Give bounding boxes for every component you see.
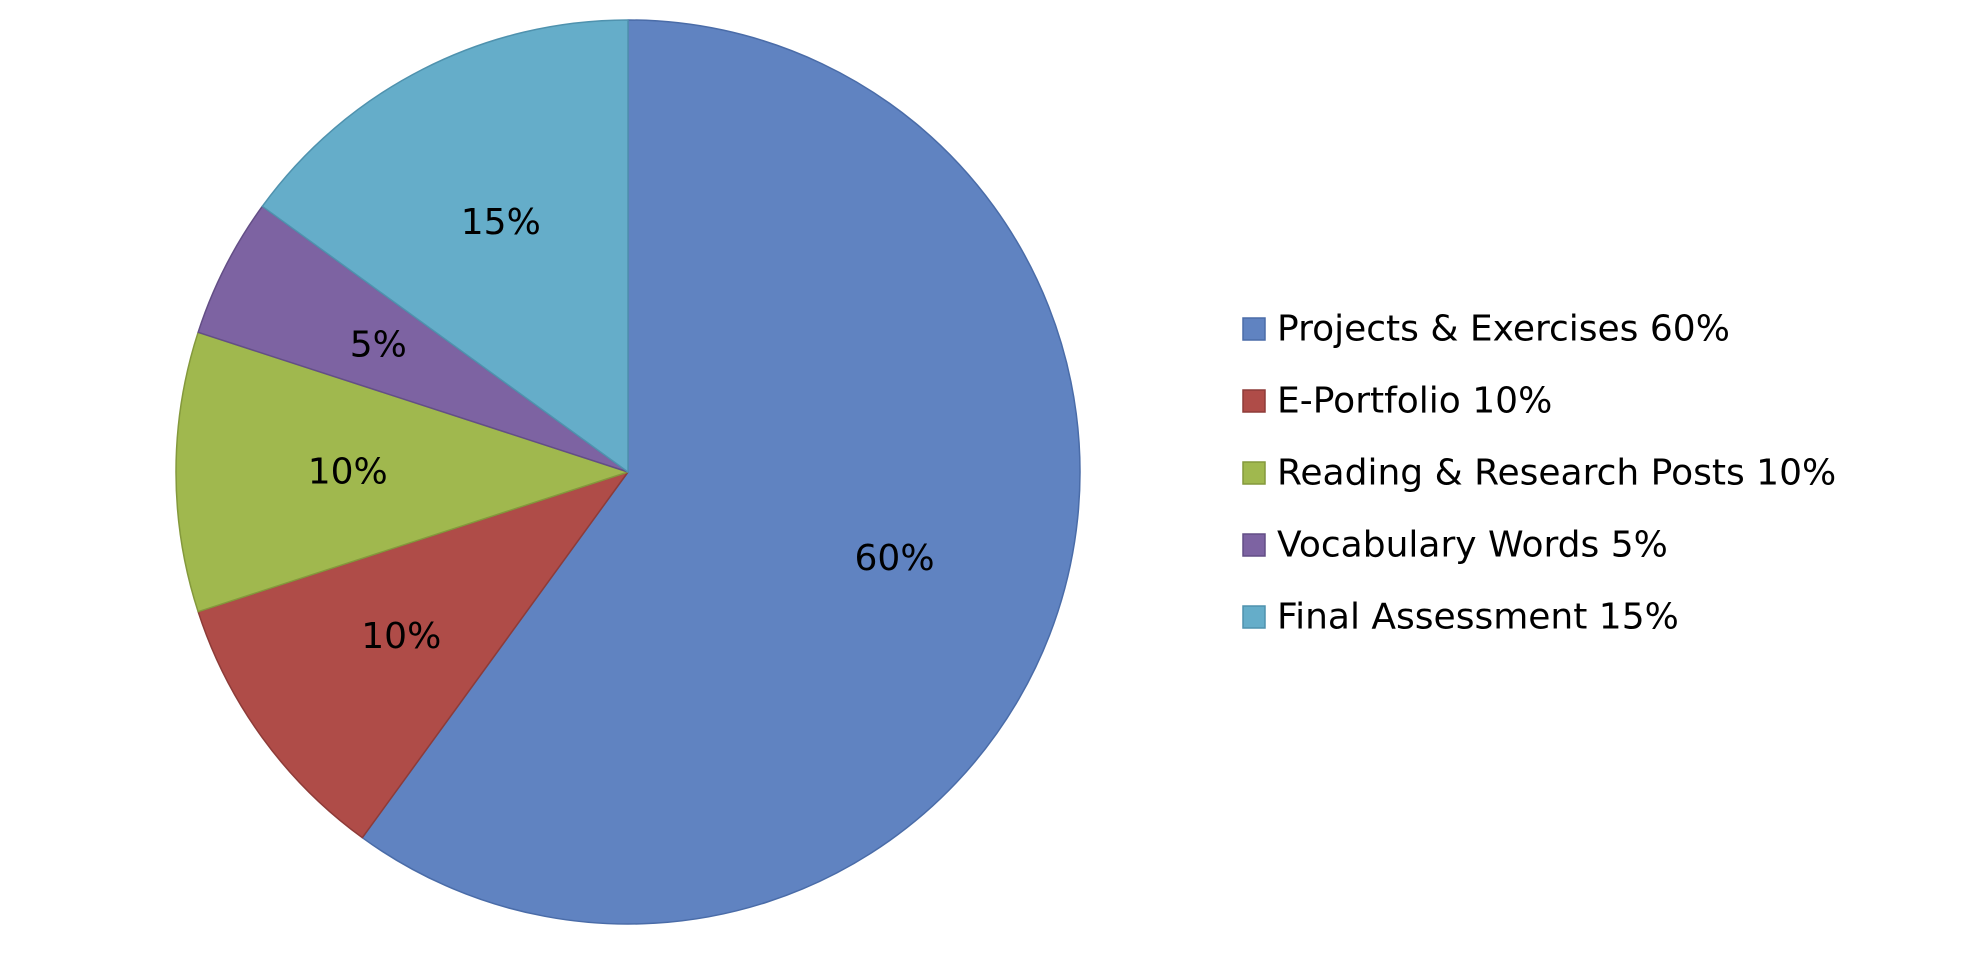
- legend-label-final-assessment-15: Final Assessment 15%: [1277, 597, 1679, 638]
- data-label-reading-research-posts-10: 10%: [308, 452, 388, 493]
- data-label-projects-exercises-60: 60%: [855, 538, 935, 579]
- pie-data-labels: 60% 10% 10% 5% 15%: [308, 202, 935, 657]
- legend-swatch-projects-exercises-60: [1242, 317, 1266, 341]
- data-label-e-portfolio-10: 10%: [361, 616, 441, 657]
- legend-label-projects-exercises-60: Projects & Exercises 60%: [1277, 309, 1730, 350]
- pie-slice-vocabulary-words-5: [197, 205, 629, 473]
- pie-slices: [175, 19, 1081, 925]
- legend-swatch-vocabulary-words-5: [1242, 533, 1266, 557]
- pie-slice-projects-exercises-60: [361, 19, 1081, 925]
- data-label-final-assessment-15: 15%: [461, 202, 541, 243]
- pie-slice-e-portfolio-10: [197, 471, 629, 839]
- legend-swatch-reading-research-posts-10: [1242, 461, 1266, 485]
- legend-label-vocabulary-words-5: Vocabulary Words 5%: [1277, 525, 1668, 566]
- legend: Projects & Exercises 60% E-Portfolio 10% R…: [1242, 309, 1836, 638]
- legend-label-e-portfolio-10: E-Portfolio 10%: [1277, 381, 1552, 422]
- legend-swatch-e-portfolio-10: [1242, 389, 1266, 413]
- pie-slice-final-assessment-15: [261, 19, 629, 473]
- legend-swatch-final-assessment-15: [1242, 605, 1266, 629]
- pie-slice-reading-research-posts-10: [175, 331, 629, 613]
- legend-label-reading-research-posts-10: Reading & Research Posts 10%: [1277, 453, 1836, 494]
- data-label-vocabulary-words-5: 5%: [350, 324, 407, 365]
